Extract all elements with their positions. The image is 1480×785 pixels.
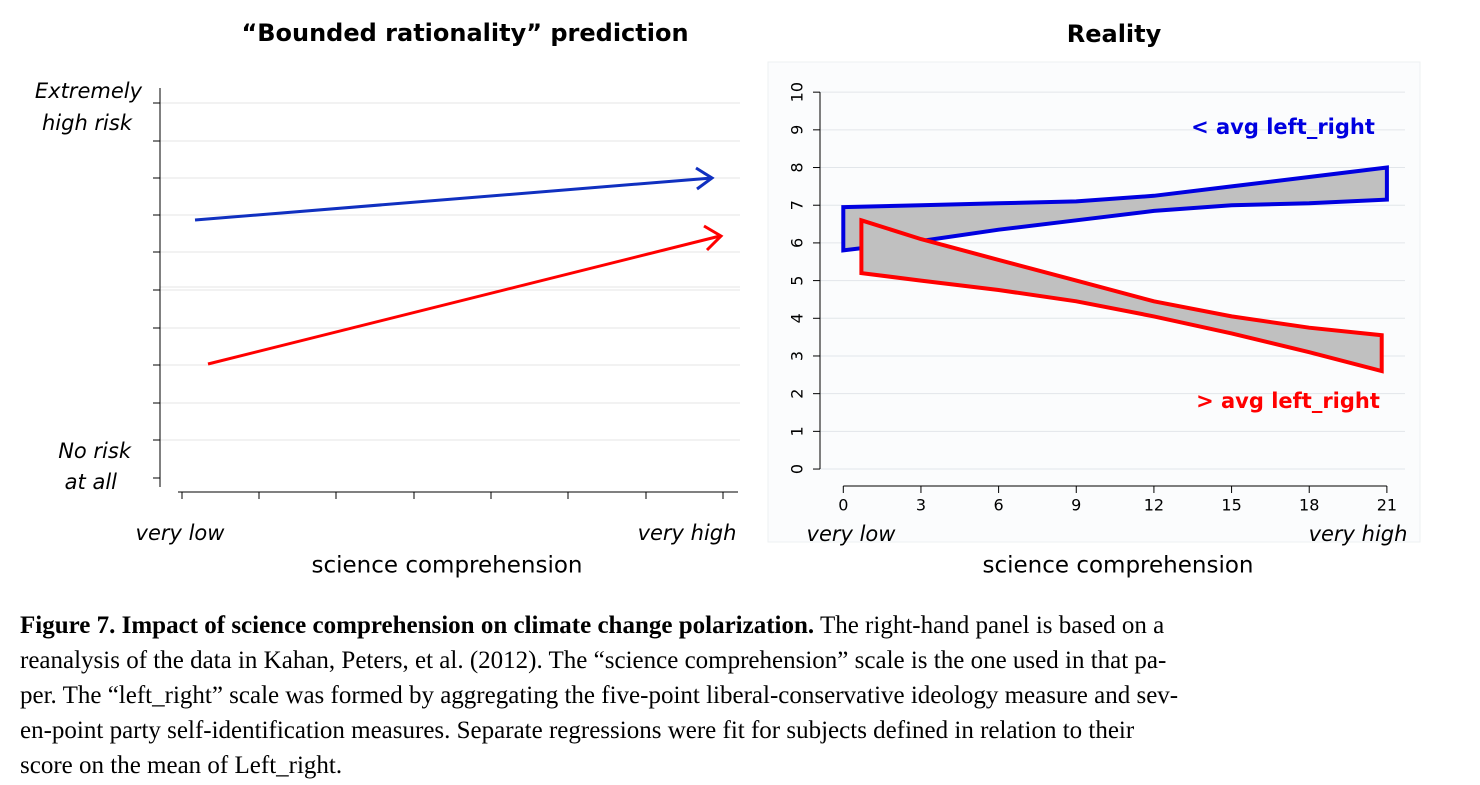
chart-title: Reality [1067, 20, 1162, 48]
y-tick-label: 4 [788, 313, 807, 323]
caption-line: Figure 7. Impact of science comprehensio… [20, 608, 1460, 643]
arrow-head [695, 166, 715, 191]
arrow-blue [194, 178, 712, 222]
series-label: > avg left_right [1196, 389, 1380, 413]
arrow-head [703, 224, 724, 252]
y-tick-label: 7 [788, 200, 807, 210]
x-tick-label: 0 [838, 496, 848, 515]
y-tick-label: 9 [788, 125, 807, 135]
x-end-label: very low [136, 521, 226, 545]
x-tick-label: 15 [1221, 496, 1241, 515]
series-label: < avg left_right [1191, 115, 1375, 139]
x-axis-label: science comprehension [311, 553, 582, 579]
x-end-label: very high [638, 521, 737, 545]
y-tick-label: 3 [788, 351, 807, 361]
x-tick-label: 18 [1299, 496, 1319, 515]
figure: “Bounded rationality” prediction Extreme… [35, 19, 1421, 579]
grid [160, 102, 740, 441]
caption-line: score on the mean of Left_right. [20, 752, 343, 779]
x-end-label: very high [1309, 522, 1408, 546]
y-tick-label: 0 [788, 464, 807, 474]
caption-label: Figure 7. Impact of science comprehensio… [20, 612, 815, 639]
y-tick-label: 5 [788, 276, 807, 286]
caption-line: reanalysis of the data in Kahan, Peters,… [20, 647, 1167, 674]
caption-text: The right-hand panel is based on a [814, 612, 1165, 639]
y-tick-label: 2 [788, 389, 807, 399]
x-tick-label: 6 [994, 496, 1004, 515]
caption-line: per. The “left_right” scale was formed b… [20, 682, 1179, 709]
axes [153, 88, 738, 499]
band [859, 217, 1384, 374]
band [841, 165, 1389, 253]
caption-line: en-point party self-identification measu… [20, 717, 1135, 744]
x-axis-label: science comprehension [982, 553, 1253, 579]
x-end-label: very low [807, 522, 897, 546]
x-tick-label: 3 [916, 496, 926, 515]
y-label: Extremely [35, 79, 143, 103]
arrow-red [207, 234, 721, 366]
caption: Figure 7. Impact of science comprehensio… [20, 608, 1460, 783]
x-tick-label: 9 [1071, 496, 1081, 515]
y-label: No risk [58, 439, 132, 463]
x-tick-label: 21 [1377, 496, 1397, 515]
y-tick-label: 1 [788, 426, 807, 436]
concept-panel: “Bounded rationality” prediction Extreme… [35, 19, 740, 579]
y-label: at all [65, 470, 117, 494]
y-tick-label: 6 [788, 238, 807, 248]
x-tick-label: 12 [1144, 496, 1164, 515]
y-tick-label: 8 [788, 162, 807, 172]
panel-title: “Bounded rationality” prediction [241, 19, 688, 47]
y-label: high risk [42, 111, 133, 135]
y-tick-label: 10 [788, 82, 807, 102]
